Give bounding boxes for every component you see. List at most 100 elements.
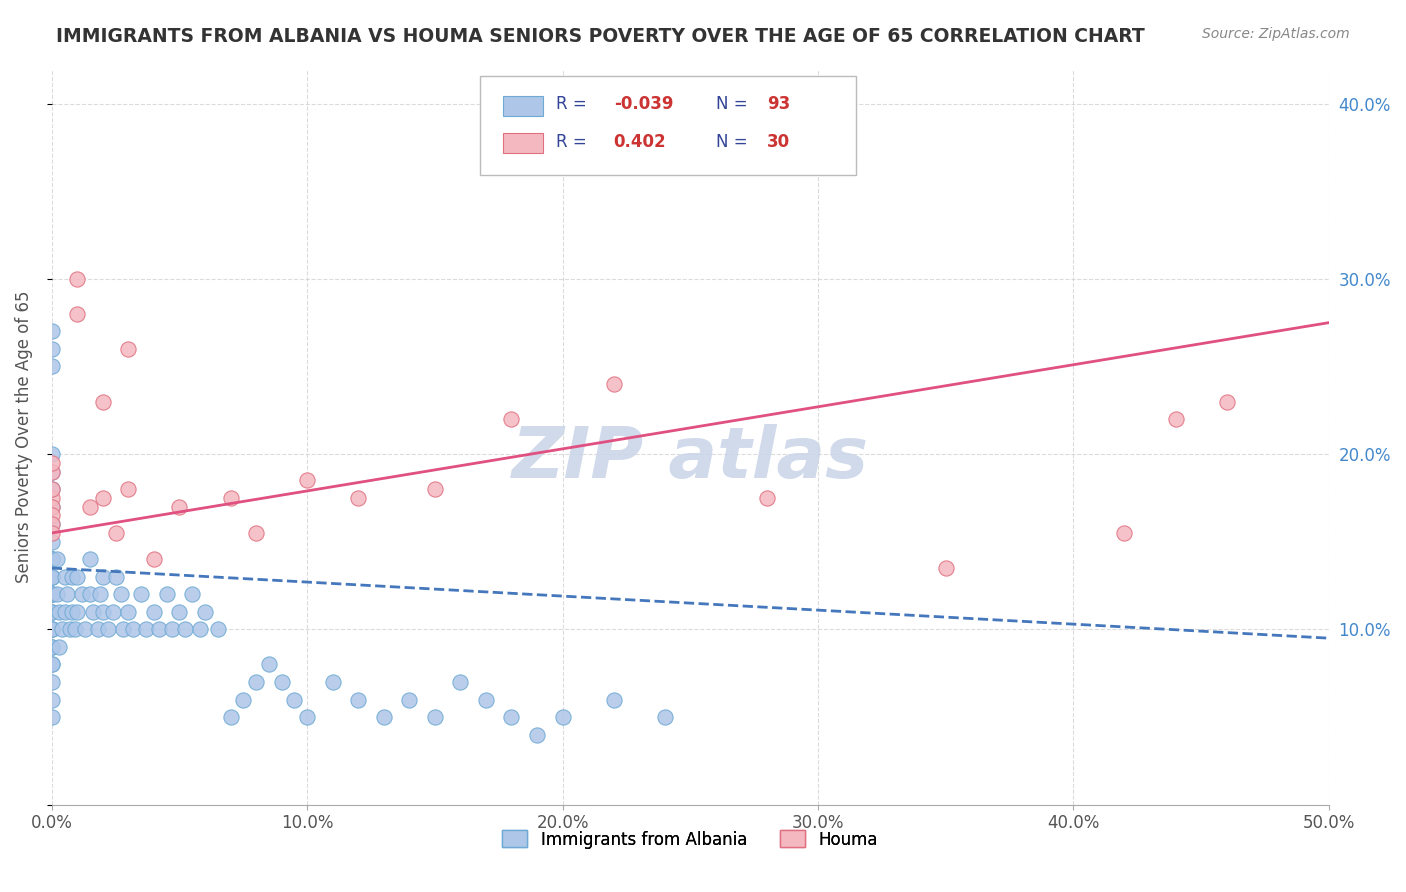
Point bbox=[41, 482, 63, 496]
Point bbox=[60, 605, 83, 619]
Point bbox=[41, 325, 63, 339]
Point bbox=[501, 710, 523, 724]
Point bbox=[41, 640, 63, 654]
Point bbox=[41, 570, 63, 584]
Point bbox=[41, 552, 63, 566]
Point bbox=[41, 587, 63, 601]
Point bbox=[73, 623, 96, 637]
Point bbox=[602, 692, 624, 706]
Text: R =: R = bbox=[557, 95, 592, 113]
Point bbox=[66, 570, 89, 584]
Point bbox=[41, 657, 63, 672]
Point bbox=[110, 587, 132, 601]
Point bbox=[322, 675, 344, 690]
Point bbox=[41, 447, 63, 461]
Point bbox=[194, 605, 217, 619]
Point bbox=[41, 710, 63, 724]
Point bbox=[148, 623, 170, 637]
Point bbox=[41, 517, 63, 532]
Point bbox=[347, 692, 370, 706]
FancyBboxPatch shape bbox=[479, 76, 856, 175]
Point bbox=[1215, 394, 1237, 409]
Point bbox=[122, 623, 145, 637]
Point bbox=[79, 500, 101, 514]
Point bbox=[104, 526, 127, 541]
Point bbox=[53, 605, 76, 619]
Point bbox=[935, 561, 957, 575]
Point bbox=[169, 605, 191, 619]
Text: N =: N = bbox=[716, 95, 752, 113]
Text: 0.402: 0.402 bbox=[613, 133, 666, 151]
Point bbox=[160, 623, 183, 637]
Point bbox=[117, 605, 139, 619]
Text: R =: R = bbox=[557, 133, 592, 151]
Point bbox=[219, 710, 242, 724]
FancyBboxPatch shape bbox=[502, 95, 543, 116]
Point bbox=[475, 692, 498, 706]
Point bbox=[66, 605, 89, 619]
Point bbox=[41, 526, 63, 541]
Point bbox=[48, 640, 70, 654]
Point bbox=[295, 710, 318, 724]
Point bbox=[257, 657, 280, 672]
Text: -0.039: -0.039 bbox=[613, 95, 673, 113]
Point bbox=[41, 623, 63, 637]
Point bbox=[41, 491, 63, 505]
Point bbox=[66, 272, 89, 286]
Point bbox=[188, 623, 211, 637]
Point bbox=[41, 640, 63, 654]
Point bbox=[129, 587, 152, 601]
Point bbox=[101, 605, 124, 619]
Point bbox=[245, 526, 267, 541]
Legend: Immigrants from Albania, Houma: Immigrants from Albania, Houma bbox=[496, 823, 884, 855]
Point bbox=[1114, 526, 1136, 541]
Text: IMMIGRANTS FROM ALBANIA VS HOUMA SENIORS POVERTY OVER THE AGE OF 65 CORRELATION : IMMIGRANTS FROM ALBANIA VS HOUMA SENIORS… bbox=[56, 27, 1144, 45]
Point bbox=[142, 605, 165, 619]
Point bbox=[41, 623, 63, 637]
Point bbox=[41, 570, 63, 584]
Text: 93: 93 bbox=[766, 95, 790, 113]
Point bbox=[526, 728, 548, 742]
Point bbox=[97, 623, 120, 637]
Point bbox=[398, 692, 420, 706]
Point bbox=[270, 675, 292, 690]
Point bbox=[755, 491, 778, 505]
Point bbox=[41, 456, 63, 470]
Point bbox=[654, 710, 676, 724]
Text: Source: ZipAtlas.com: Source: ZipAtlas.com bbox=[1202, 27, 1350, 41]
Point bbox=[295, 474, 318, 488]
Point bbox=[181, 587, 204, 601]
Point bbox=[283, 692, 305, 706]
Point bbox=[63, 623, 86, 637]
Point bbox=[41, 534, 63, 549]
Point bbox=[142, 552, 165, 566]
FancyBboxPatch shape bbox=[502, 133, 543, 153]
Point bbox=[79, 587, 101, 601]
Point bbox=[117, 482, 139, 496]
Point bbox=[41, 342, 63, 356]
Point bbox=[112, 623, 135, 637]
Point bbox=[41, 465, 63, 479]
Point bbox=[347, 491, 370, 505]
Point bbox=[104, 570, 127, 584]
Point bbox=[53, 570, 76, 584]
Point bbox=[91, 605, 114, 619]
Point bbox=[79, 552, 101, 566]
Point bbox=[56, 587, 79, 601]
Point bbox=[551, 710, 574, 724]
Point bbox=[48, 605, 70, 619]
Point bbox=[41, 605, 63, 619]
Point bbox=[45, 587, 67, 601]
Point bbox=[501, 412, 523, 426]
Point bbox=[156, 587, 179, 601]
Point bbox=[173, 623, 195, 637]
Point bbox=[41, 359, 63, 374]
Point bbox=[91, 570, 114, 584]
Point bbox=[232, 692, 254, 706]
Y-axis label: Seniors Poverty Over the Age of 65: Seniors Poverty Over the Age of 65 bbox=[15, 291, 32, 582]
Point bbox=[89, 587, 111, 601]
Point bbox=[245, 675, 267, 690]
Text: 30: 30 bbox=[766, 133, 790, 151]
Point bbox=[41, 552, 63, 566]
Point bbox=[41, 675, 63, 690]
